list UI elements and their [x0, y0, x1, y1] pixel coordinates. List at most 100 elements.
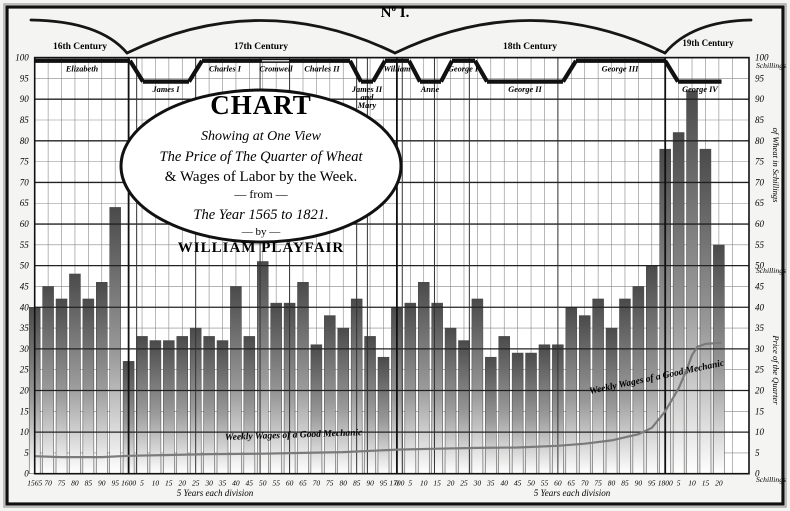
svg-text:Showing at One View: Showing at One View [201, 129, 322, 144]
svg-text:95: 95 [380, 479, 388, 488]
svg-text:55: 55 [20, 240, 30, 250]
svg-text:70: 70 [755, 177, 765, 187]
svg-text:& Wages of Labor by the Week.: & Wages of Labor by the Week. [165, 169, 357, 185]
svg-text:35: 35 [754, 323, 765, 333]
svg-text:5: 5 [408, 479, 412, 488]
svg-text:65: 65 [20, 198, 30, 208]
svg-text:55: 55 [272, 479, 280, 488]
svg-text:Mary: Mary [357, 101, 377, 110]
svg-text:35: 35 [486, 479, 495, 488]
svg-text:65: 65 [755, 198, 765, 208]
svg-text:George IV: George IV [682, 85, 719, 94]
svg-text:— from —: — from — [233, 187, 288, 201]
svg-text:90: 90 [366, 479, 374, 488]
svg-text:Charles II: Charles II [304, 65, 340, 74]
svg-text:20: 20 [20, 386, 30, 396]
svg-text:80: 80 [20, 136, 30, 146]
svg-text:CHART: CHART [210, 90, 312, 120]
svg-text:45: 45 [20, 282, 30, 292]
svg-text:Anne: Anne [420, 85, 440, 94]
svg-text:10: 10 [20, 427, 30, 437]
svg-text:— by —: — by — [241, 226, 282, 238]
svg-text:5: 5 [24, 448, 29, 458]
svg-text:0: 0 [24, 469, 29, 479]
svg-text:17th Century: 17th Century [234, 42, 288, 52]
svg-text:45: 45 [755, 282, 765, 292]
svg-text:25: 25 [460, 479, 468, 488]
svg-text:The Price of The Quarter of Wh: The Price of The Quarter of Wheat [160, 149, 364, 165]
svg-text:100: 100 [15, 53, 29, 63]
svg-text:George II: George II [508, 85, 542, 94]
svg-text:25: 25 [755, 365, 765, 375]
svg-text:William: William [384, 65, 411, 74]
svg-text:50: 50 [755, 261, 765, 271]
svg-text:5 Years each division: 5 Years each division [534, 488, 611, 498]
svg-text:of Wheat in Schillings: of Wheat in Schillings [771, 128, 781, 204]
svg-text:50: 50 [527, 479, 535, 488]
svg-text:1700: 1700 [389, 479, 404, 488]
svg-text:5: 5 [140, 479, 144, 488]
svg-text:10: 10 [152, 479, 160, 488]
svg-text:30: 30 [19, 344, 30, 354]
svg-text:80: 80 [755, 136, 765, 146]
svg-text:85: 85 [755, 115, 765, 125]
svg-text:35: 35 [218, 479, 227, 488]
svg-text:15: 15 [20, 406, 30, 416]
svg-text:80: 80 [71, 479, 79, 488]
svg-text:Charles I: Charles I [209, 65, 242, 74]
svg-text:100: 100 [755, 53, 769, 63]
svg-text:75: 75 [20, 157, 30, 167]
svg-text:0: 0 [755, 469, 760, 479]
svg-text:Price of the Quarter: Price of the Quarter [771, 334, 781, 405]
svg-text:75: 75 [326, 479, 334, 488]
svg-text:80: 80 [339, 479, 347, 488]
svg-text:5: 5 [755, 448, 760, 458]
svg-text:1800: 1800 [658, 479, 673, 488]
svg-text:90: 90 [635, 479, 643, 488]
svg-text:80: 80 [608, 479, 616, 488]
svg-text:George III: George III [602, 65, 639, 74]
svg-text:90: 90 [755, 94, 765, 104]
svg-text:Cromwell: Cromwell [259, 65, 293, 74]
svg-text:65: 65 [568, 479, 576, 488]
svg-text:18th Century: 18th Century [503, 42, 557, 52]
svg-text:15: 15 [755, 406, 765, 416]
svg-text:70: 70 [44, 479, 52, 488]
svg-text:85: 85 [353, 479, 361, 488]
svg-text:75: 75 [594, 479, 602, 488]
svg-text:45: 45 [246, 479, 254, 488]
svg-text:40: 40 [20, 302, 30, 312]
svg-text:95: 95 [755, 73, 765, 83]
svg-text:70: 70 [313, 479, 321, 488]
svg-text:16th Century: 16th Century [53, 42, 107, 52]
svg-text:James I: James I [152, 85, 181, 94]
svg-text:40: 40 [755, 302, 765, 312]
svg-text:75: 75 [58, 479, 66, 488]
svg-text:60: 60 [286, 479, 294, 488]
svg-text:15: 15 [433, 479, 441, 488]
svg-text:85: 85 [621, 479, 629, 488]
svg-text:95: 95 [648, 479, 656, 488]
svg-text:Schillings: Schillings [756, 475, 786, 484]
svg-text:No I.: No I. [381, 3, 410, 21]
svg-text:The Year 1565 to 1821.: The Year 1565 to 1821. [193, 207, 328, 223]
svg-text:60: 60 [20, 219, 30, 229]
svg-text:50: 50 [20, 261, 30, 271]
svg-text:30: 30 [204, 479, 213, 488]
svg-text:70: 70 [581, 479, 589, 488]
svg-text:Elizabeth: Elizabeth [65, 65, 99, 74]
svg-text:30: 30 [473, 479, 482, 488]
svg-text:60: 60 [554, 479, 562, 488]
svg-text:85: 85 [20, 115, 30, 125]
svg-text:10: 10 [755, 427, 765, 437]
svg-text:25: 25 [20, 365, 30, 375]
svg-text:90: 90 [20, 94, 30, 104]
svg-text:1600: 1600 [121, 479, 136, 488]
svg-text:15: 15 [702, 479, 710, 488]
svg-text:85: 85 [85, 479, 93, 488]
svg-text:20: 20 [447, 479, 455, 488]
svg-text:WILLIAM PLAYFAIR: WILLIAM PLAYFAIR [178, 240, 344, 256]
svg-text:45: 45 [514, 479, 522, 488]
svg-text:55: 55 [541, 479, 549, 488]
svg-text:65: 65 [299, 479, 307, 488]
